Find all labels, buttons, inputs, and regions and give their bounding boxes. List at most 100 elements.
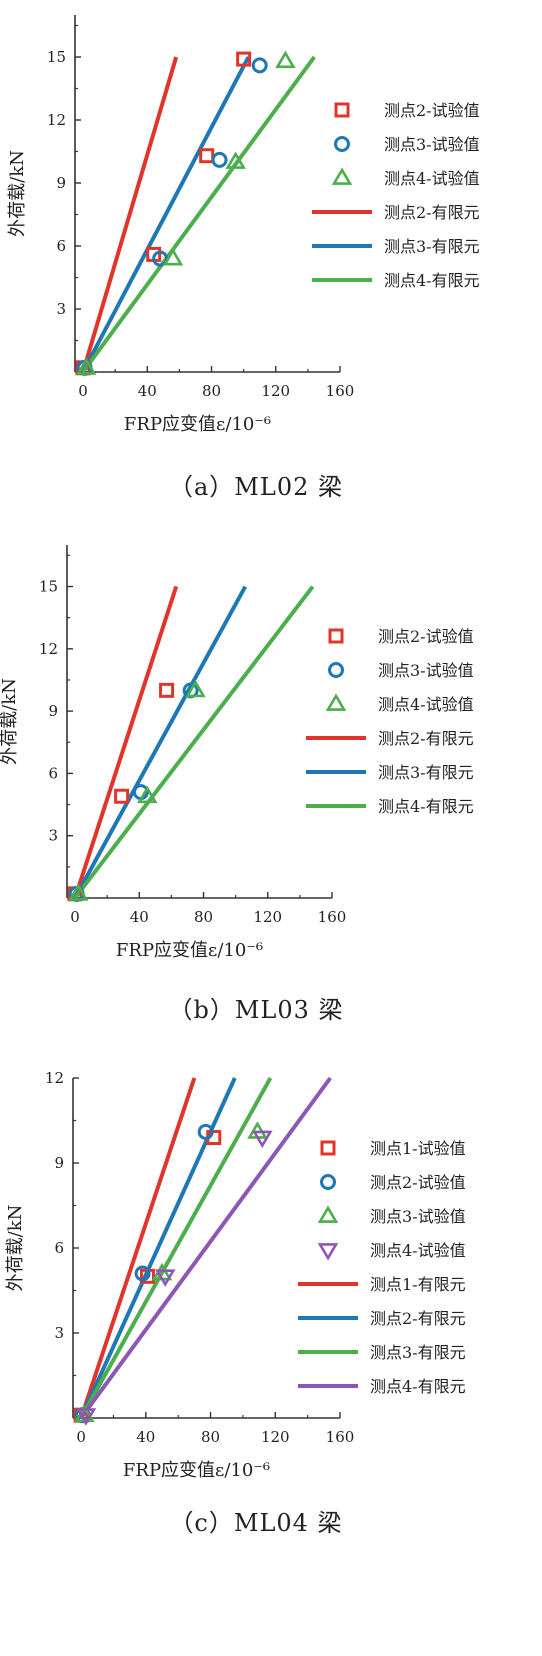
y-tick-label: 9 [48,702,58,720]
y-tick-label: 3 [48,827,58,845]
data-point [75,1408,97,1426]
data-point [225,151,246,169]
legend-label: 测点3-有限元 [370,1343,466,1362]
legend-marker [320,1140,336,1156]
legend-marker [328,662,344,678]
x-tick-label: 80 [194,908,213,926]
x-axis-label: FRP应变值ε/10⁻⁶ [116,940,263,961]
y-tick-label: 9 [56,174,66,192]
y-axis-label: 外荷载/kN [5,1205,26,1292]
x-tick-label: 120 [253,908,282,926]
chart-caption: （c）ML04 梁 [169,1509,342,1537]
x-tick-label: 0 [70,908,80,926]
x-tick-label: 40 [130,908,149,926]
chart-c-svg: 0 40 80 120 160 3 6 9 12 FRP应变值ε/10⁻⁶ 外荷载/kN 测点1-试验… [5,1069,466,1537]
legend-label: 测点1-有限元 [370,1275,466,1294]
data-point [154,1269,176,1287]
legend-label: 测点4-试验值 [370,1241,466,1260]
data-point [211,151,228,168]
x-tick-label: 0 [78,382,88,400]
y-axis-label: 外荷载/kN [7,150,28,237]
data-point [252,1130,273,1149]
legend-label: 测点4-有限元 [384,271,480,290]
legend-label: 测点2-试验值 [378,627,474,646]
y-tick-label: 3 [56,300,66,318]
data-point [137,785,158,804]
y-axis-label: 外荷载/kN [0,678,20,765]
data-point [134,1265,151,1282]
series-line [73,585,315,900]
data-point [275,50,296,69]
series-line [79,1077,273,1419]
chart-panel-c: 0 40 80 120 160 3 6 9 12 FRP应变值ε/10⁻⁶ 外荷载/kN 测点1-试验… [0,1060,542,1652]
legend-label: 测点3-试验值 [384,135,480,154]
legend-marker [320,1174,336,1190]
y-tick-label: 6 [54,1239,64,1257]
legend-label: 测点2-试验值 [370,1173,466,1192]
legend-marker [334,102,350,118]
series-line [79,1076,332,1420]
x-tick-label: 160 [326,1428,355,1446]
y-tick-label: 6 [56,237,66,255]
y-tick-label: 15 [39,578,58,596]
legend-label: 测点2-试验值 [384,101,480,120]
series-line [81,56,179,373]
x-axis-label: FRP应变值ε/10⁻⁶ [123,1460,270,1481]
x-tick-label: 0 [76,1428,86,1446]
data-point [251,57,268,74]
legend-marker [325,693,347,711]
y-tick-label: 9 [54,1154,64,1172]
data-point [75,357,97,375]
legend-label: 测点4-试验值 [384,169,480,188]
data-point [67,883,89,901]
chart-panel-b: 0 40 80 120 160 3 6 9 12 15 FRP应变值ε/10⁻⁶ 外荷载/kN 测点2-… [0,530,542,1060]
y-tick-label: 6 [48,764,58,782]
data-point [114,788,130,804]
series-line [79,1077,197,1419]
legend-label: 测点3-有限元 [384,237,480,256]
y-tick-label: 12 [39,640,58,658]
data-point [152,250,169,267]
legend-marker [334,136,350,152]
legend-label: 测点2-有限元 [378,729,474,748]
data-point [185,679,206,698]
x-tick-label: 80 [201,1428,220,1446]
data-point [236,51,252,67]
legend-label: 测点4-试验值 [378,695,474,714]
x-tick-label: 160 [318,908,347,926]
data-point [159,682,175,698]
legend-label: 测点4-有限元 [370,1377,466,1396]
x-tick-label: 120 [261,1428,290,1446]
x-tick-label: 40 [136,1428,155,1446]
series-line [73,585,179,899]
series-line [81,55,316,374]
legend-label: 测点2-有限元 [384,203,480,222]
legend-label: 测点1-试验值 [370,1139,466,1158]
legend-marker [328,628,344,644]
x-tick-label: 80 [202,382,221,400]
legend-label: 测点3-有限元 [378,763,474,782]
chart-caption: （a）ML02 梁 [169,473,343,501]
legend-label: 测点3-试验值 [370,1207,466,1226]
legend-label: 测点4-有限元 [378,797,474,816]
legend-marker [317,1243,339,1261]
legend-label: 测点3-试验值 [378,661,474,680]
x-tick-label: 120 [261,382,290,400]
x-axis-label: FRP应变值ε/10⁻⁶ [124,414,271,435]
data-point [162,248,184,266]
x-tick-label: 160 [326,382,355,400]
chart-b-svg: 0 40 80 120 160 3 6 9 12 15 FRP应变值ε/10⁻⁶ 外荷载/kN 测点2-… [0,545,474,1024]
data-point [199,148,215,164]
y-tick-label: 12 [45,1069,64,1087]
chart-panel-a: 0 40 80 120 160 3 6 9 12 15 FRP应变值ε/10⁻⁶ 外荷载/kN 测点2-… [0,0,542,530]
x-tick-label: 40 [138,382,157,400]
legend-marker [317,1205,339,1223]
chart-caption: （b）ML03 梁 [168,996,343,1024]
y-tick-label: 15 [47,48,66,66]
series-line [81,56,251,373]
y-tick-label: 3 [54,1324,64,1342]
series-line [73,585,248,899]
data-point [197,1123,214,1140]
y-tick-label: 12 [47,111,66,129]
legend-marker [331,167,353,185]
